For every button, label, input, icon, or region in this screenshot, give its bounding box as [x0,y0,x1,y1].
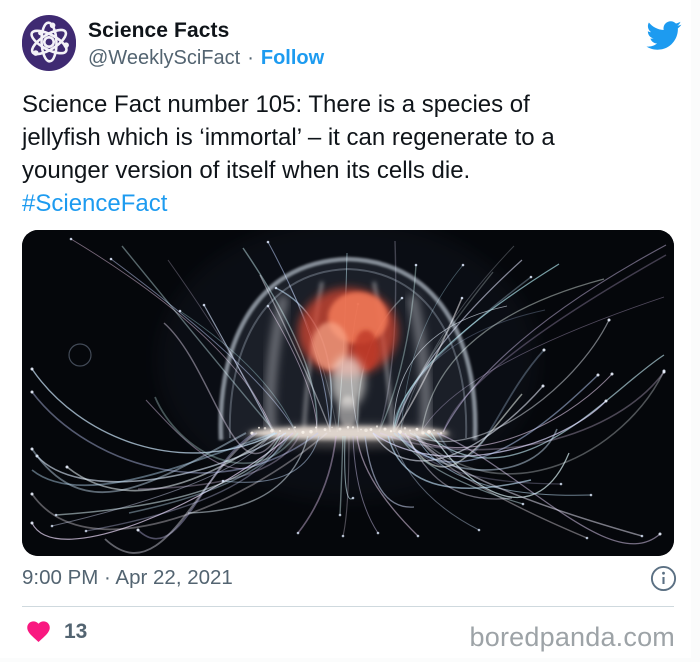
tweet-body: Science Fact number 105: There is a spec… [22,88,678,220]
separator-dot: · [247,47,254,69]
hashtag-link[interactable]: #ScienceFact [22,190,168,217]
timestamp[interactable]: 9:00 PM · Apr 22, 2021 [22,566,233,589]
atom-icon [22,14,76,74]
author-name[interactable]: Science Facts [88,19,230,42]
tweet-line: jellyfish which is ‘immortal’ – it can r… [22,124,555,151]
like-count: 13 [64,619,88,643]
heart-icon [25,618,52,645]
tweet-line: Science Fact number 105: There is a spec… [22,91,530,118]
author-handle[interactable]: @WeeklySciFact [88,47,241,69]
jellyfish-illustration [22,230,674,556]
watermark: boredpanda.com [469,622,675,652]
follow-button[interactable]: Follow [260,47,325,69]
info-icon[interactable] [650,565,677,592]
tweet-line: younger version of itself when its cells… [22,157,471,184]
like-button[interactable]: 13 [25,618,87,645]
tweet-header: Science Facts @WeeklySciFact · Follow [88,20,324,68]
twitter-bird-icon[interactable] [641,17,686,54]
avatar[interactable] [22,14,76,74]
divider [22,606,674,607]
tweet-photo-jellyfish[interactable] [22,230,674,556]
